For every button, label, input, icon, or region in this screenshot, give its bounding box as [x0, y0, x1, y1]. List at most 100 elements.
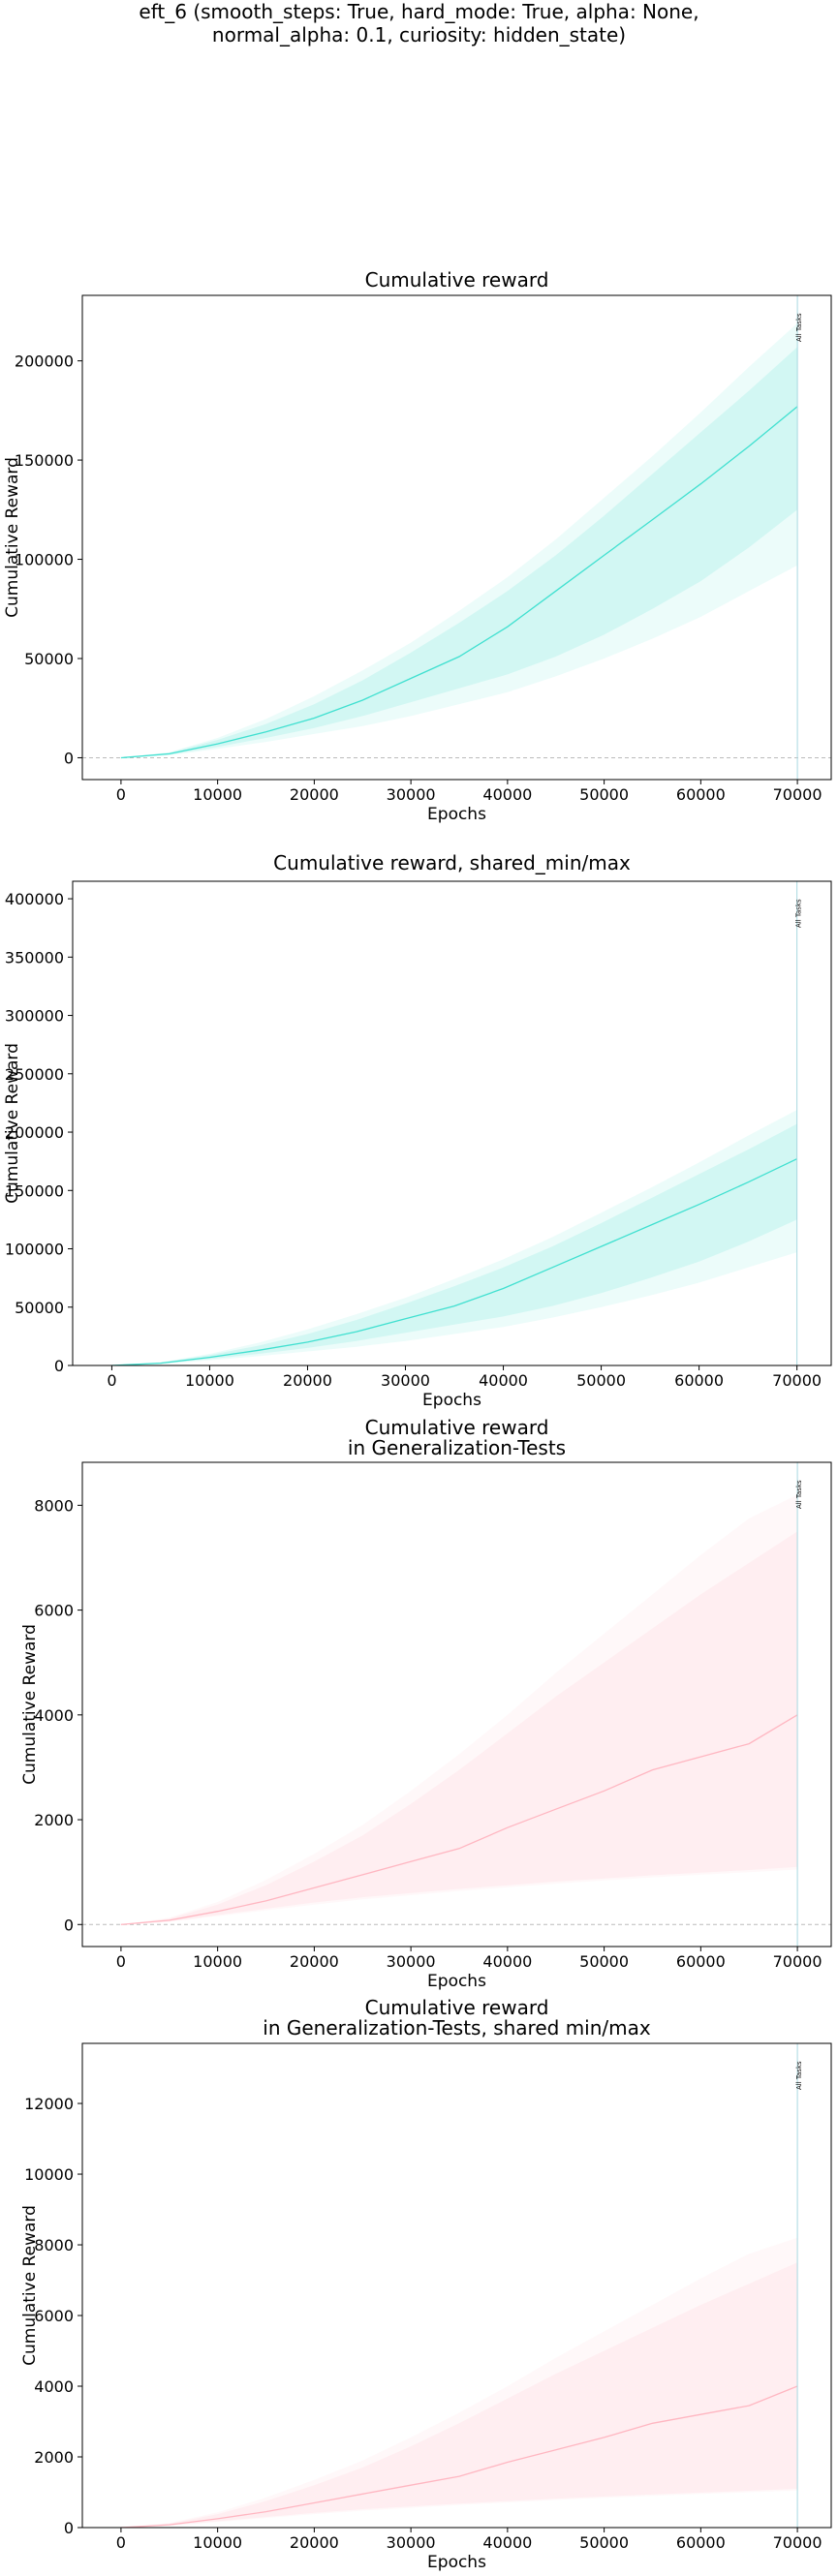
y-tick-label: 6000	[34, 1602, 74, 1620]
x-tick-label: 50000	[579, 2533, 629, 2552]
y-tick-label: 10000	[24, 2165, 74, 2184]
y-tick-label: 250000	[5, 1065, 64, 1084]
y-tick-label: 0	[54, 1357, 64, 1375]
x-tick-label: 0	[116, 2533, 126, 2552]
x-axis-label: Epochs	[422, 1391, 481, 1410]
cumulative-reward-chart: Cumulative reward All Tasks 0 10000 20000 300…	[3, 268, 832, 824]
all-tasks-marker-label: All Tasks	[795, 2061, 803, 2090]
y-tick-label: 400000	[5, 890, 64, 908]
y-tick-label: 100000	[5, 1241, 64, 1259]
x-tick-label: 50000	[579, 1952, 629, 1971]
inner-range-band	[120, 1531, 798, 1925]
chart-title-line: Cumulative reward, shared_min/max	[273, 851, 631, 874]
x-tick-label: 70000	[772, 1371, 822, 1390]
x-tick-label: 0	[107, 1371, 116, 1390]
y-tick-label: 100000	[15, 551, 74, 569]
x-tick-label: 20000	[290, 2533, 339, 2552]
x-tick-label: 70000	[773, 1952, 822, 1971]
x-tick-label: 50000	[576, 1371, 626, 1390]
plot-area	[82, 1494, 831, 1925]
plot-area	[82, 322, 831, 759]
y-tick-label: 2000	[34, 1811, 74, 1829]
all-tasks-marker-label: All Tasks	[795, 899, 803, 928]
y-tick-label: 150000	[5, 1181, 64, 1200]
axes-frame	[81, 1461, 832, 1947]
x-tick-label: 40000	[482, 785, 532, 804]
outer-range-band	[111, 1110, 797, 1365]
all-tasks-marker-label: All Tasks	[795, 1480, 803, 1509]
y-tick-label: 0	[64, 2519, 74, 2537]
chart-title-line: Cumulative reward	[365, 1996, 549, 2019]
x-tick-label: 30000	[387, 2533, 436, 2552]
x-axis-label: Epochs	[427, 1972, 486, 1991]
plot-area	[111, 1110, 797, 1365]
x-tick-label: 30000	[381, 1371, 430, 1390]
x-tick-label: 10000	[185, 1371, 234, 1390]
x-tick-label: 10000	[193, 1952, 242, 1971]
y-tick-label: 4000	[34, 2377, 74, 2396]
all-tasks-marker-label: All Tasks	[795, 313, 803, 342]
x-tick-label: 60000	[676, 785, 726, 804]
inner-range-band	[120, 2262, 798, 2528]
y-tick-label: 2000	[34, 2448, 74, 2467]
mean-line	[120, 1714, 798, 1925]
y-axis-label: Cumulative Reward	[20, 1624, 40, 1785]
x-tick-label: 40000	[482, 1952, 532, 1971]
figure-title-line-2: normal_alpha: 0.1, curiosity: hidden_sta…	[211, 23, 627, 46]
chart-title-line: in Generalization-Tests	[348, 1436, 566, 1459]
axes-frame	[72, 880, 832, 1366]
cumulative-reward-shared-chart: Cumulative reward, shared_min/max All Tas…	[3, 851, 832, 1410]
y-tick-label: 12000	[24, 2095, 74, 2113]
x-tick-label: 60000	[676, 1952, 726, 1971]
y-tick-label: 50000	[24, 650, 74, 668]
x-tick-label: 40000	[482, 2533, 532, 2552]
mean-line	[120, 2385, 798, 2528]
x-tick-label: 20000	[283, 1371, 332, 1390]
y-tick-label: 8000	[34, 2236, 74, 2254]
chart-title-line: Cumulative reward	[365, 268, 549, 291]
figure-title: eft_6 (smooth_steps: True, hard_mode: Tr…	[0, 0, 838, 46]
inner-range-band	[111, 1123, 797, 1365]
y-axis-label: Cumulative Reward	[20, 2205, 40, 2366]
y-tick-label: 0	[64, 749, 74, 767]
x-tick-label: 10000	[193, 785, 242, 804]
x-tick-label: 20000	[290, 1952, 339, 1971]
y-tick-label: 50000	[15, 1299, 64, 1317]
y-tick-label: 200000	[5, 1123, 64, 1142]
outer-range-band	[120, 1494, 798, 1925]
y-tick-label: 8000	[34, 1496, 74, 1515]
y-tick-label: 4000	[34, 1706, 74, 1725]
mean-line	[111, 1158, 797, 1365]
plot-area	[120, 2237, 798, 2528]
y-tick-label: 0	[64, 1916, 74, 1934]
x-tick-label: 70000	[773, 785, 822, 804]
x-tick-label: 10000	[193, 2533, 242, 2552]
x-tick-label: 0	[116, 785, 126, 804]
y-tick-label: 150000	[15, 451, 74, 470]
chart-title-line: in Generalization-Tests, shared min/max	[263, 2016, 651, 2039]
axes-frame	[81, 2042, 832, 2529]
x-tick-label: 60000	[674, 1371, 724, 1390]
outer-range-band	[120, 322, 798, 758]
figure-title-line-1: eft_6 (smooth_steps: True, hard_mode: Tr…	[139, 0, 699, 23]
x-tick-label: 0	[116, 1952, 126, 1971]
x-tick-label: 50000	[579, 785, 629, 804]
x-tick-label: 60000	[676, 2533, 726, 2552]
y-tick-label: 200000	[15, 353, 74, 371]
x-tick-label: 70000	[773, 2533, 822, 2552]
axes-frame	[81, 294, 832, 781]
x-tick-label: 20000	[290, 785, 339, 804]
x-tick-label: 40000	[479, 1371, 528, 1390]
inner-range-band	[120, 347, 798, 758]
x-axis-label: Epochs	[427, 805, 486, 824]
chart-title-line: Cumulative reward	[365, 1416, 549, 1439]
y-tick-label: 300000	[5, 1007, 64, 1026]
x-tick-label: 30000	[387, 1952, 436, 1971]
outer-range-band	[120, 2237, 798, 2528]
y-tick-label: 6000	[34, 2307, 74, 2325]
mean-line	[120, 406, 798, 759]
x-tick-label: 30000	[387, 785, 436, 804]
y-axis-label: Cumulative Reward	[3, 457, 22, 618]
